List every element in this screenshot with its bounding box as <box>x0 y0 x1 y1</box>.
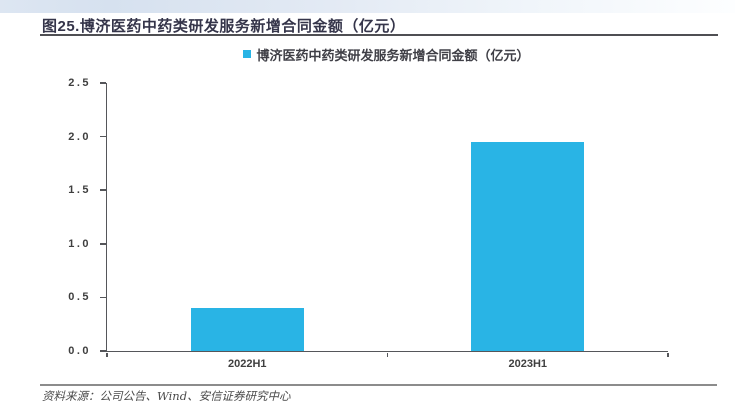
y-axis-tick <box>99 296 106 299</box>
y-axis-tick-label: 2.5 <box>68 77 91 89</box>
y-axis-tick <box>99 135 106 138</box>
y-axis-tick <box>99 350 106 352</box>
title-underline <box>40 34 718 36</box>
legend-label: 博济医药中药类研发服务新增合同金额（亿元） <box>256 47 530 63</box>
y-axis-tick-label: 0.0 <box>68 345 91 357</box>
bar-2022H1 <box>190 308 304 351</box>
y-axis-tick-label: 1.0 <box>68 237 91 250</box>
y-axis-tick <box>99 82 106 84</box>
y-axis-tick <box>99 243 106 245</box>
x-axis-tick <box>667 352 669 357</box>
figure-title: 图25.博济医药中药类研发服务新增合同金额（亿元） <box>42 18 406 35</box>
y-axis-tick-label: 0.5 <box>68 291 91 304</box>
y-axis-tick-label: 1.5 <box>68 184 91 197</box>
x-axis-tick <box>106 352 108 357</box>
plot-area: 0.0 0.5 1.0 1.5 2.0 2.5 2022H1 2023H1 <box>68 77 669 370</box>
x-axis-tick <box>386 352 389 357</box>
legend-swatch <box>243 50 252 58</box>
footer-divider <box>40 384 717 386</box>
y-axis-tick-label: 2.0 <box>68 130 91 143</box>
y-axis-tick <box>99 189 106 191</box>
legend: 博济医药中药类研发服务新增合同金额（亿元） <box>106 46 667 63</box>
source-note: 资料来源：公司公告、Wind、安信证券研究中心 <box>42 389 291 403</box>
x-axis-tick-label: 2022H1 <box>227 358 267 370</box>
page-top-band <box>0 0 735 13</box>
x-axis-tick-label: 2023H1 <box>508 358 548 370</box>
bar-2023H1 <box>471 141 585 351</box>
